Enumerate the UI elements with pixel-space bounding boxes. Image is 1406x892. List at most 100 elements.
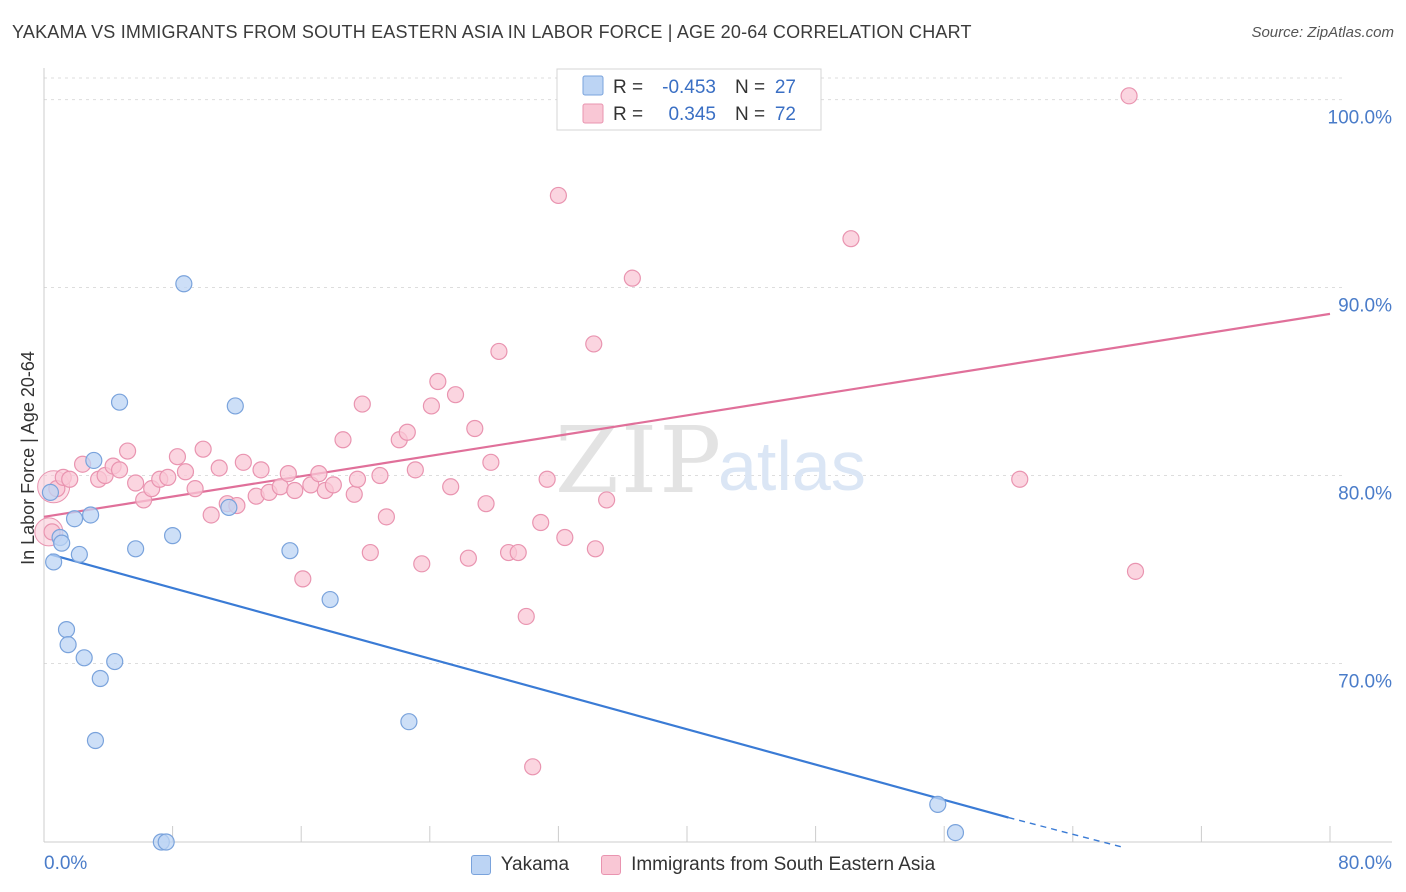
point-immigrants <box>279 465 297 483</box>
point-yakama <box>75 649 93 667</box>
point-immigrants <box>176 463 195 481</box>
legend-label-immigrants: Immigrants from South Eastern Asia <box>631 854 936 875</box>
y-tick-label: 90.0% <box>1338 296 1392 317</box>
point-yakama <box>226 397 244 415</box>
legend-swatch-immigrants <box>601 855 622 875</box>
stats-r-label-1: R = <box>613 77 643 98</box>
point-immigrants <box>586 540 604 558</box>
point-immigrants <box>334 431 352 449</box>
point-yakama <box>164 527 182 545</box>
trend-line-yakama-extension <box>1008 816 1125 849</box>
y-tick-label: 70.0% <box>1338 671 1392 692</box>
point-immigrants <box>585 335 603 353</box>
point-immigrants <box>477 495 495 513</box>
point-yakama <box>70 545 88 564</box>
point-immigrants <box>459 549 477 567</box>
point-yakama <box>400 713 418 731</box>
point-yakama <box>175 275 193 293</box>
stats-r-value-2: 0.345 <box>668 104 716 125</box>
y-tick-label-layer: 70.0% 80.0% 90.0% 100.0% <box>1328 108 1393 693</box>
point-immigrants <box>348 470 367 488</box>
point-immigrants <box>159 468 177 486</box>
point-yakama <box>85 451 103 470</box>
point-yakama <box>82 506 100 524</box>
point-immigrants <box>294 570 312 588</box>
point-immigrants <box>532 513 550 532</box>
point-yakama <box>106 652 124 671</box>
point-yakama <box>57 621 76 639</box>
y-tick-label: 100.0% <box>1328 108 1393 129</box>
legend-item-yakama: Yakama <box>470 854 570 876</box>
point-yakama <box>321 590 339 609</box>
point-yakama <box>157 833 175 851</box>
point-immigrants <box>353 395 371 413</box>
point-immigrants <box>345 485 363 503</box>
point-yakama <box>53 534 71 552</box>
grid-layer <box>43 68 1392 843</box>
point-immigrants <box>310 465 328 483</box>
stats-legend: R = -0.453 N = 27 R = 0.345 N = 72 <box>556 68 822 131</box>
point-yakama <box>281 542 299 560</box>
stats-n-value-2: 72 <box>775 104 796 125</box>
stats-r-value-1: -0.453 <box>662 77 716 98</box>
watermark-atlas: atlas <box>718 427 866 505</box>
point-yakama <box>946 824 965 842</box>
point-immigrants <box>371 466 389 485</box>
chart-title: YAKAMA VS IMMIGRANTS FROM SOUTH EASTERN … <box>12 22 972 42</box>
point-layer <box>34 87 1145 851</box>
legend-swatch-yakama <box>470 855 491 875</box>
point-immigrants <box>168 448 187 466</box>
point-immigrants <box>1126 562 1145 580</box>
point-immigrants <box>361 543 379 562</box>
series-legend: Yakama Immigrants from South Eastern Asi… <box>0 850 1406 880</box>
point-yakama <box>91 669 109 688</box>
point-immigrants <box>482 453 500 471</box>
trend-line-yakama <box>50 553 1009 819</box>
point-immigrants <box>556 528 574 547</box>
point-immigrants <box>446 386 465 404</box>
point-immigrants <box>842 230 860 248</box>
point-immigrants <box>118 442 137 460</box>
point-immigrants <box>524 758 542 776</box>
point-immigrants <box>538 470 556 488</box>
point-immigrants <box>406 461 424 479</box>
point-immigrants <box>466 419 484 438</box>
point-yakama <box>65 510 84 528</box>
point-immigrants <box>598 491 616 509</box>
stats-legend-swatch-blue <box>582 75 604 96</box>
point-immigrants <box>429 372 447 391</box>
point-immigrants <box>422 397 441 415</box>
point-immigrants <box>413 555 431 573</box>
point-immigrants <box>377 508 395 526</box>
trend-line-immigrants <box>43 312 1331 518</box>
stats-r-label-2: R = <box>613 104 643 125</box>
point-yakama <box>110 393 129 411</box>
x-tick-label-min: 0.0% <box>44 853 87 874</box>
point-immigrants <box>549 186 568 205</box>
point-immigrants <box>210 459 228 477</box>
point-yakama <box>220 498 238 517</box>
stats-n-value-1: 27 <box>775 77 796 98</box>
x-tick-label-max: 80.0% <box>1338 853 1392 874</box>
point-immigrants <box>61 470 79 488</box>
point-immigrants <box>398 423 416 441</box>
point-immigrants <box>509 543 527 562</box>
stats-n-label-1: N = <box>735 77 765 98</box>
point-immigrants <box>202 506 220 524</box>
stats-n-label-2: N = <box>735 104 765 125</box>
point-immigrants <box>517 607 535 626</box>
point-immigrants <box>623 269 641 287</box>
point-immigrants <box>194 440 212 458</box>
point-immigrants <box>490 342 508 361</box>
point-immigrants <box>442 478 460 496</box>
point-immigrants <box>324 476 342 494</box>
point-immigrants <box>1011 470 1029 488</box>
stats-legend-swatch-pink <box>582 103 604 124</box>
y-tick-label: 80.0% <box>1338 483 1392 504</box>
point-yakama <box>86 731 105 750</box>
point-yakama <box>127 540 145 558</box>
y-axis-label: In Labor Force | Age 20-64 <box>18 351 38 565</box>
legend-label-yakama: Yakama <box>500 854 570 875</box>
point-yakama <box>59 636 77 654</box>
